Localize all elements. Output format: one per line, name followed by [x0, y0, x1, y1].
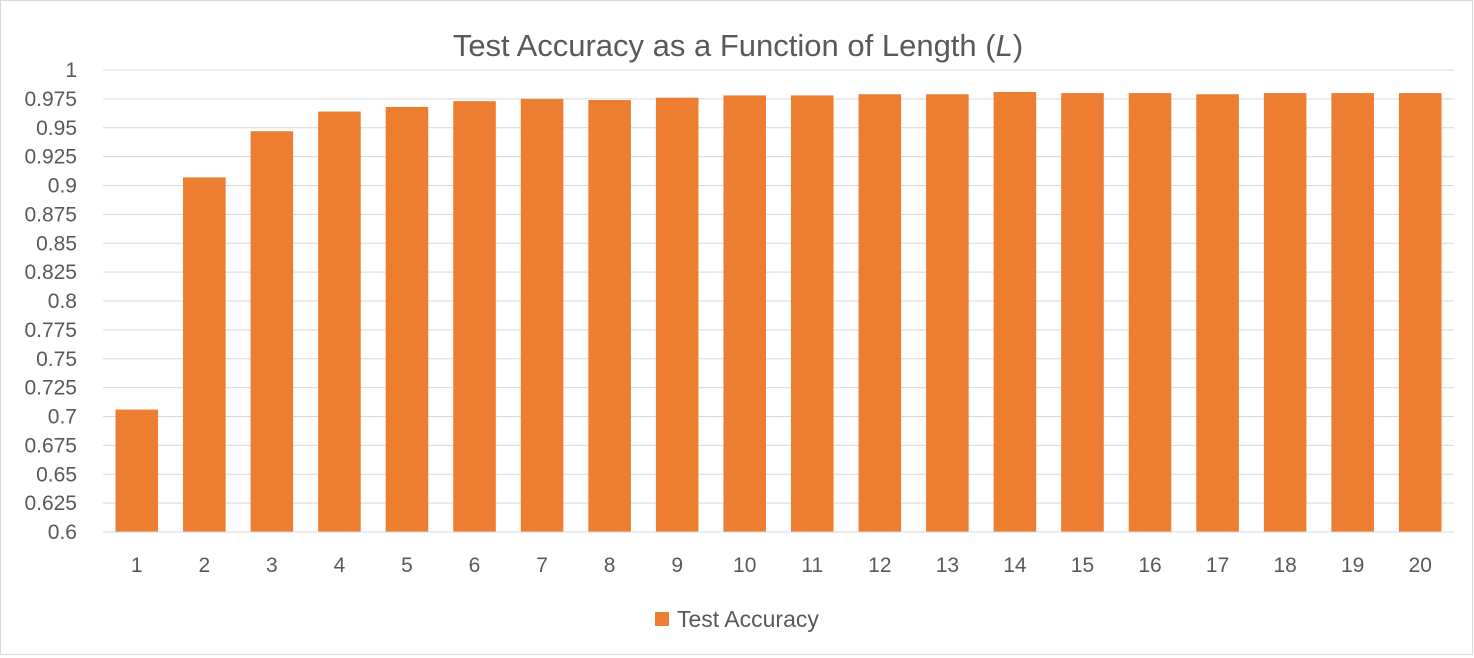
legend: Test Accuracy [655, 606, 819, 632]
y-tick-label: 0.75 [36, 348, 77, 371]
y-tick-label: 0.675 [24, 434, 77, 457]
chart-title: Test Accuracy as a Function of Length (L… [453, 28, 1023, 63]
y-tick-label: 0.95 [36, 117, 77, 140]
y-tick-label: 0.9 [48, 175, 77, 198]
bar-2 [183, 177, 226, 533]
x-tick-label: 17 [1206, 554, 1229, 577]
bar-9 [655, 97, 699, 532]
x-tick-label: 4 [334, 554, 346, 577]
x-tick-label: 19 [1341, 554, 1364, 577]
y-tick-label: 0.6 [48, 521, 77, 544]
x-tick-label: 9 [671, 554, 683, 577]
bar-17 [1196, 94, 1239, 532]
x-tick-label: 15 [1071, 554, 1094, 577]
bar-8 [588, 100, 631, 532]
bar-19 [1331, 93, 1374, 532]
x-tick-label: 11 [801, 554, 823, 577]
x-tick-label: 1 [131, 554, 143, 577]
y-tick-label: 1 [65, 59, 77, 82]
y-tick-label: 0.925 [24, 146, 77, 169]
gridlines [103, 69, 1454, 533]
bar-12 [858, 94, 902, 532]
x-tick-label: 20 [1409, 554, 1432, 577]
x-tick-label: 10 [733, 554, 756, 577]
bar-10 [723, 95, 767, 532]
bar-7 [520, 98, 564, 532]
y-tick-label: 0.975 [24, 88, 77, 111]
x-tick-label: 16 [1138, 554, 1161, 577]
bar-16 [1128, 93, 1172, 532]
legend-label: Test Accuracy [677, 606, 819, 632]
bar-18 [1263, 93, 1307, 532]
bar-5 [385, 106, 429, 533]
y-tick-label: 0.725 [24, 377, 77, 400]
x-tick-label: 8 [604, 554, 616, 577]
bar-14 [993, 91, 1037, 532]
y-tick-label: 0.625 [24, 492, 77, 515]
x-tick-label: 18 [1273, 554, 1296, 577]
y-tick-label: 0.8 [48, 290, 77, 313]
bar-13 [926, 94, 969, 532]
y-tick-label: 0.825 [24, 261, 77, 284]
legend-swatch [655, 612, 669, 626]
x-tick-label: 14 [1003, 554, 1027, 577]
bar-3 [250, 131, 294, 532]
bar-6 [453, 101, 496, 532]
x-tick-label: 3 [266, 554, 278, 577]
y-tick-label: 0.65 [36, 463, 77, 486]
bars [115, 91, 1442, 533]
bar-20 [1398, 93, 1442, 532]
bar-11 [790, 95, 834, 532]
x-tick-label: 12 [868, 554, 891, 577]
bar-1 [115, 409, 159, 532]
bar-4 [318, 111, 361, 532]
x-tick-label: 2 [198, 554, 210, 577]
x-axis-ticks: 1 2 3 4 5 6 7 8 9 10 11 12 13 14 15 16 17 18 19 20 [131, 554, 1432, 577]
y-tick-label: 0.85 [36, 232, 77, 255]
x-tick-label: 13 [936, 554, 959, 577]
y-tick-label: 0.875 [24, 203, 77, 226]
x-tick-label: 7 [536, 554, 548, 577]
x-tick-label: 5 [401, 554, 413, 577]
y-tick-label: 0.7 [48, 406, 77, 429]
y-tick-label: 0.775 [24, 319, 77, 342]
x-tick-label: 6 [469, 554, 481, 577]
bar-15 [1061, 93, 1104, 532]
y-axis-ticks: 0.6 0.625 0.65 0.675 0.7 0.725 0.75 0.775 0.8 0.8… [24, 59, 77, 544]
